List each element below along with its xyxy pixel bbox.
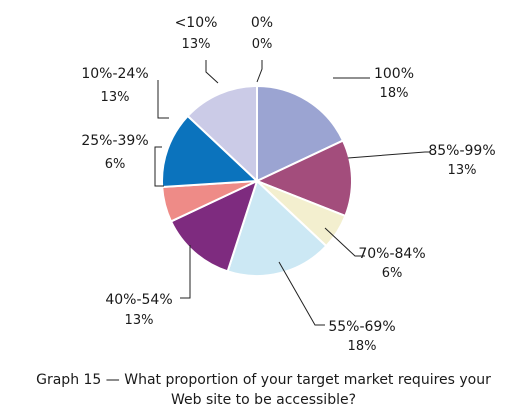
slice-label-2: 85%-99% <box>428 143 495 159</box>
slice-value-4: 18% <box>348 339 377 354</box>
pie-slices <box>161 84 353 277</box>
leader-line-9 <box>256 60 263 83</box>
slice-value-7: 13% <box>101 90 130 105</box>
slice-value-9: 0% <box>252 37 273 52</box>
pie-slice-4 <box>226 179 328 277</box>
leader-lines <box>154 60 430 326</box>
slice-label-5: 40%-54% <box>105 292 172 308</box>
pie-chart-svg: 100% 18% 85%-99% 13% 70%-84% 6% 55%-69% 18% 40%-… <box>81 15 495 354</box>
slice-label-8: <10% <box>175 15 218 31</box>
slice-label-9: 0% <box>251 15 273 31</box>
leader-line-7 <box>157 80 169 119</box>
leader-line-4 <box>278 261 325 326</box>
slice-label-4: 55%-69% <box>328 319 395 335</box>
slice-value-6: 6% <box>105 157 126 172</box>
leader-line-6 <box>154 146 164 187</box>
slice-value-8: 13% <box>182 37 211 52</box>
slice-label-7: 10%-24% <box>81 66 148 82</box>
chart-caption-line-2: Web site to be accessible? <box>170 392 357 408</box>
leader-line-5 <box>180 245 191 299</box>
slice-label-3: 70%-84% <box>358 246 425 262</box>
slice-value-1: 18% <box>380 86 409 101</box>
leader-line-3 <box>324 227 365 257</box>
leader-line-8 <box>205 60 219 84</box>
slice-labels: 100% 18% 85%-99% 13% 70%-84% 6% 55%-69% 18% 40%-… <box>81 15 495 354</box>
pie-slice-5 <box>169 179 259 273</box>
slice-label-6: 25%-39% <box>81 133 148 149</box>
chart-caption-line-1: Graph 15 — What proportion of your targe… <box>36 372 491 388</box>
pie-slice-8 <box>186 84 258 184</box>
pie-slice-7 <box>161 114 260 189</box>
slice-value-2: 13% <box>448 163 477 178</box>
leader-line-2 <box>347 151 430 159</box>
slice-value-3: 6% <box>382 266 403 281</box>
slice-label-1: 100% <box>374 66 414 82</box>
pie-slice-2 <box>254 139 353 218</box>
slice-value-5: 13% <box>125 313 154 328</box>
pie-slice-1 <box>256 84 345 183</box>
